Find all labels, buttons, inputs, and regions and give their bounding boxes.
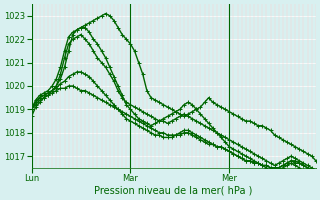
X-axis label: Pression niveau de la mer( hPa ): Pression niveau de la mer( hPa ) bbox=[94, 186, 253, 196]
